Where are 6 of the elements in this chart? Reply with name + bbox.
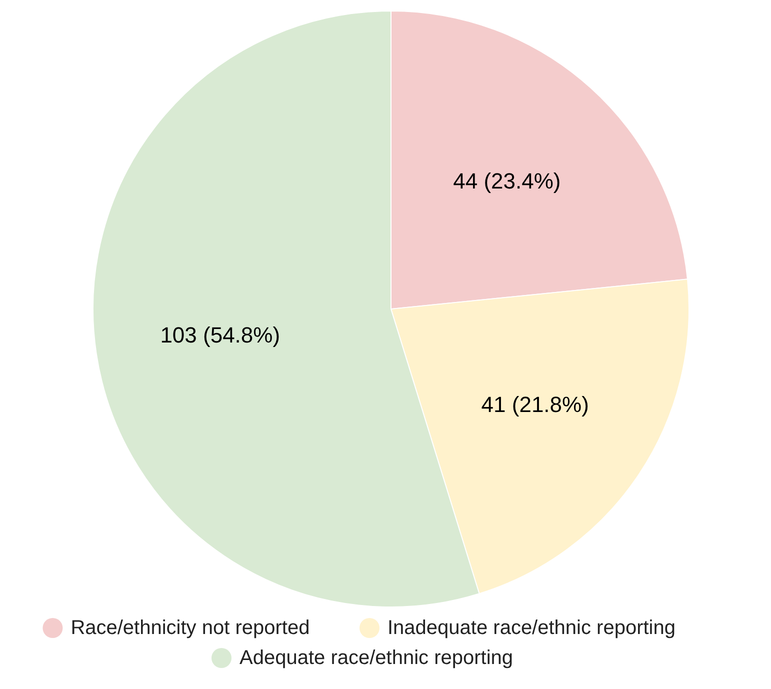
data-label: 103 (54.8%) [160,322,280,348]
data-label: 44 (23.4%) [453,168,561,194]
legend-label: Inadequate race/ethnic reporting [388,617,676,639]
legend-label: Race/ethnicity not reported [70,617,310,639]
legend-label: Adequate race/ethnic reporting [240,647,514,669]
data-label: 41 (21.8%) [481,392,589,417]
